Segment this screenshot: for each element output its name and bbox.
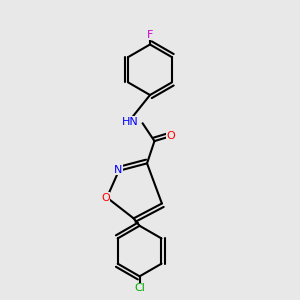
Text: N: N bbox=[114, 165, 122, 175]
Text: O: O bbox=[101, 193, 110, 202]
Text: HN: HN bbox=[122, 117, 139, 127]
Text: O: O bbox=[167, 131, 175, 141]
Text: Cl: Cl bbox=[134, 283, 145, 293]
Text: F: F bbox=[147, 30, 153, 40]
